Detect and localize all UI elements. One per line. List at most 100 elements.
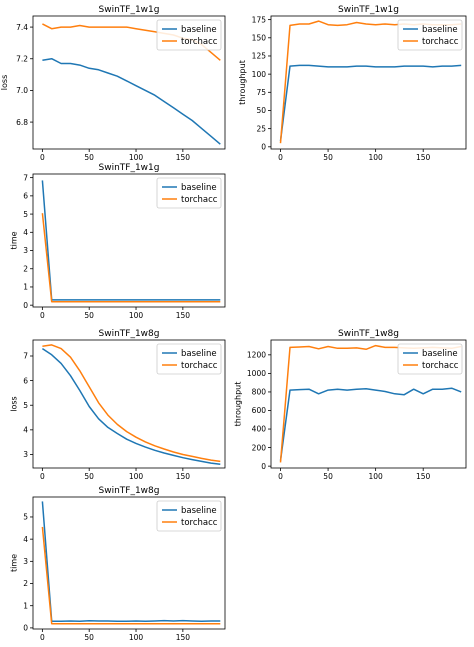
x-tick-label: 100 bbox=[129, 633, 144, 642]
series-line-baseline bbox=[279, 387, 462, 461]
chart-panel: SwinTF_1w8g 0 50 100 150 0 1 2 3 4 5 time baseline to… bbox=[9, 486, 226, 642]
y-tick-label: 7 bbox=[23, 352, 28, 361]
x-tick-label: 150 bbox=[416, 472, 431, 481]
x-tick-label: 150 bbox=[176, 311, 191, 320]
y-axis-label: time bbox=[9, 554, 18, 572]
y-tick-label: 7.4 bbox=[16, 23, 28, 32]
legend-label: torchacc bbox=[422, 361, 459, 371]
x-tick-label: 150 bbox=[416, 153, 431, 162]
legend: baseline torchacc bbox=[156, 343, 222, 375]
chart-title: SwinTF_1w8g bbox=[99, 329, 160, 339]
legend-label: torchacc bbox=[181, 195, 218, 205]
y-axis-label: throughput bbox=[238, 60, 247, 105]
y-tick-label: 6 bbox=[23, 192, 28, 201]
legend-label: baseline bbox=[181, 25, 217, 35]
chart-panel: SwinTF_1w1g 0 50 100 150 0 1 2 3 4 5 6 7 time baseline… bbox=[9, 163, 226, 320]
legend-box bbox=[156, 177, 222, 209]
axes-frame bbox=[32, 173, 226, 308]
y-tick-label: 100 bbox=[252, 70, 267, 79]
y-tick-label: 2 bbox=[23, 264, 28, 273]
y-tick-label: 1 bbox=[23, 601, 28, 610]
series-line-baseline bbox=[42, 57, 221, 145]
y-tick-label: 3 bbox=[23, 557, 28, 566]
x-tick-label: 0 bbox=[40, 311, 45, 320]
chart-panel: SwinTF_1w8g 0 50 100 150 0 200 400 600 800 1000 120… bbox=[234, 329, 467, 481]
x-tick-label: 100 bbox=[368, 472, 383, 481]
chart-panel: SwinTF_1w1g 0 50 100 150 6.8 7.0 7.2 7.4 loss base… bbox=[0, 5, 226, 162]
y-tick-label: 5 bbox=[23, 210, 28, 219]
legend-box bbox=[156, 19, 222, 51]
y-tick-label: 5 bbox=[23, 401, 28, 410]
axes-frame bbox=[32, 496, 226, 630]
chart-title: SwinTF_1w1g bbox=[99, 5, 160, 15]
legend-label: torchacc bbox=[181, 361, 218, 371]
y-tick-label: 4 bbox=[23, 426, 28, 435]
x-tick-label: 50 bbox=[323, 472, 333, 481]
y-tick-label: 7.0 bbox=[16, 86, 28, 95]
legend-label: torchacc bbox=[422, 37, 459, 47]
legend-box bbox=[397, 19, 463, 51]
series-line-baseline bbox=[41, 180, 221, 301]
y-tick-label: 0 bbox=[261, 462, 266, 471]
axes-frame bbox=[270, 15, 467, 150]
y-tick-label: 3 bbox=[23, 246, 28, 255]
x-tick-label: 100 bbox=[129, 311, 144, 320]
y-tick-label: 800 bbox=[252, 388, 267, 397]
series-line-torchacc bbox=[41, 213, 221, 303]
series-line-torchacc bbox=[41, 526, 221, 625]
x-tick-label: 50 bbox=[323, 153, 333, 162]
legend: baseline torchacc bbox=[397, 343, 463, 375]
y-tick-label: 75 bbox=[256, 88, 266, 97]
x-tick-label: 50 bbox=[84, 472, 94, 481]
legend-label: torchacc bbox=[181, 37, 218, 47]
chart-title: SwinTF_1w8g bbox=[338, 329, 399, 339]
x-tick-label: 50 bbox=[84, 153, 94, 162]
series-line-baseline bbox=[41, 501, 221, 622]
legend-label: torchacc bbox=[181, 518, 218, 528]
x-tick-label: 100 bbox=[129, 153, 144, 162]
y-tick-label: 125 bbox=[252, 52, 267, 61]
chart-title: SwinTF_1w8g bbox=[99, 486, 160, 496]
legend: baseline torchacc bbox=[156, 177, 222, 209]
x-tick-label: 150 bbox=[176, 633, 191, 642]
y-tick-label: 0 bbox=[23, 301, 28, 310]
y-tick-label: 400 bbox=[252, 425, 267, 434]
y-tick-label: 0 bbox=[261, 143, 266, 152]
legend-box bbox=[397, 343, 463, 375]
legend-label: baseline bbox=[181, 349, 217, 359]
y-tick-label: 150 bbox=[252, 34, 267, 43]
y-tick-label: 2 bbox=[23, 579, 28, 588]
legend: baseline torchacc bbox=[156, 500, 222, 532]
y-tick-label: 50 bbox=[256, 106, 266, 115]
y-axis-label: time bbox=[9, 231, 18, 249]
legend-box bbox=[156, 500, 222, 532]
y-tick-label: 0 bbox=[23, 624, 28, 633]
y-tick-label: 600 bbox=[252, 406, 267, 415]
y-tick-label: 4 bbox=[23, 535, 28, 544]
y-axis-label: loss bbox=[0, 75, 9, 90]
x-tick-label: 0 bbox=[40, 472, 45, 481]
series-line-torchacc bbox=[42, 344, 221, 463]
legend: baseline torchacc bbox=[397, 19, 463, 51]
y-tick-label: 6.8 bbox=[16, 118, 28, 127]
y-tick-label: 200 bbox=[252, 443, 267, 452]
y-tick-label: 5 bbox=[23, 513, 28, 522]
x-tick-label: 150 bbox=[176, 153, 191, 162]
x-tick-label: 0 bbox=[40, 153, 45, 162]
x-tick-label: 100 bbox=[129, 472, 144, 481]
y-tick-label: 1000 bbox=[247, 369, 266, 378]
legend-label: baseline bbox=[422, 349, 458, 359]
y-tick-label: 7.2 bbox=[16, 54, 28, 63]
legend: baseline torchacc bbox=[156, 19, 222, 51]
legend-label: baseline bbox=[181, 506, 217, 516]
legend-box bbox=[156, 343, 222, 375]
y-axis-label: loss bbox=[9, 396, 18, 411]
x-tick-label: 0 bbox=[40, 633, 45, 642]
axes-frame bbox=[32, 15, 226, 150]
y-axis-label: throughput bbox=[234, 382, 243, 427]
axes-frame bbox=[32, 339, 226, 469]
x-tick-label: 0 bbox=[278, 472, 283, 481]
chart-title: SwinTF_1w1g bbox=[99, 163, 160, 173]
series-line-baseline bbox=[41, 347, 221, 466]
